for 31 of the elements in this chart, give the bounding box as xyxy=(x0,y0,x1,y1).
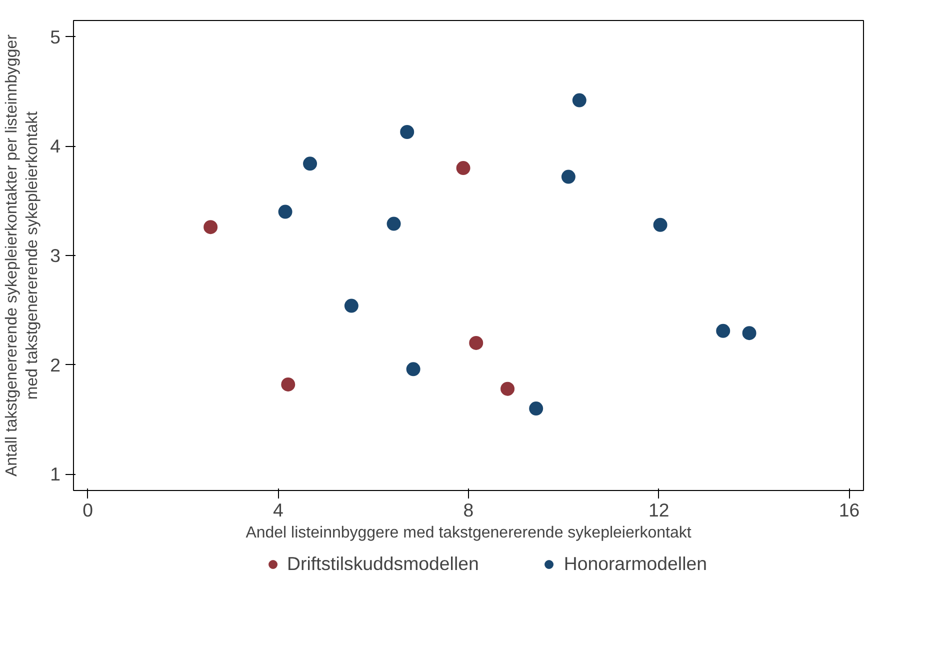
y-axis-title: Antall takstgenererende sykepleierkontakter per listeinnbygger med takstgenererende sykepleierkontakt xyxy=(4,34,42,477)
point xyxy=(561,170,576,184)
y-tick-label: 3 xyxy=(50,245,61,266)
point xyxy=(406,362,420,376)
x-axis-title: Andel listeinnbyggere med takstgenererende sykepleierkontakt xyxy=(246,524,692,542)
point xyxy=(400,125,414,139)
x-tick-label: 0 xyxy=(82,500,93,520)
point xyxy=(716,324,730,338)
point xyxy=(386,216,401,231)
x-tick-label: 16 xyxy=(838,500,860,520)
legend-label: Honorarmodellen xyxy=(564,553,707,575)
point xyxy=(653,218,668,232)
y-tick-label: 2 xyxy=(50,354,61,376)
point xyxy=(500,382,515,396)
point xyxy=(469,336,484,350)
x-tick-label: 8 xyxy=(463,500,474,520)
point xyxy=(344,298,358,313)
point xyxy=(529,402,544,416)
x-tick-label: 12 xyxy=(648,500,670,520)
point xyxy=(278,204,292,219)
y-tick-label: 1 xyxy=(50,464,61,485)
point xyxy=(204,220,218,234)
y-tick-label: 5 xyxy=(50,26,61,48)
point xyxy=(742,326,756,340)
legend-label: Driftstilskuddsmodellen xyxy=(287,553,479,575)
x-tick-label: 4 xyxy=(272,500,284,520)
y-tick-label: 4 xyxy=(50,136,61,157)
point xyxy=(303,156,318,171)
point xyxy=(456,161,470,176)
point xyxy=(281,377,296,392)
point xyxy=(572,93,586,108)
